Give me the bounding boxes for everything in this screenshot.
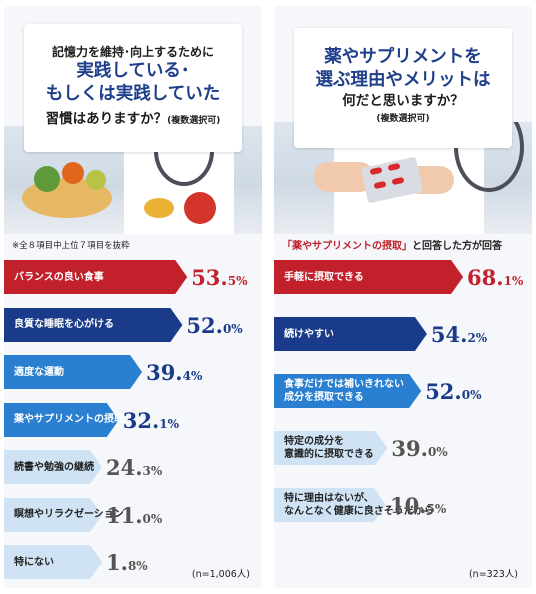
- bar-value-number: 10.: [390, 493, 427, 518]
- bar-row: 特定の成分を意識的に摂取できる 39. 0%: [274, 431, 532, 465]
- right-question-line-3: 何だと思いますか？: [342, 93, 464, 109]
- bar-row: 特に理由はないが、なんとなく健康に良さそうだから 10. 5%: [274, 488, 532, 522]
- bar-label-line: 意識的に摂取できる: [284, 449, 374, 460]
- bar-value-number: 32.: [122, 407, 160, 433]
- bar-value-number: 68.: [467, 265, 504, 290]
- bar: [274, 488, 386, 522]
- bar-value-decimal: 4%: [182, 369, 203, 383]
- bar-value-number: 24.: [106, 455, 143, 480]
- bar: [274, 431, 388, 465]
- left-survey-panel: 記憶力を維持･向上するために 実践している･ もしくは実践していた 習慣はありま…: [4, 6, 262, 588]
- bar: [4, 497, 102, 532]
- bar-value-decimal: 0%: [427, 445, 448, 459]
- bar-label-line: 成分を摂取できる: [284, 392, 364, 403]
- bar: [4, 545, 102, 579]
- bar-value-decimal: 1%: [159, 416, 180, 431]
- bar-value-number: 52.: [186, 312, 223, 338]
- bar-label: 良質な睡眠を心がける: [14, 319, 114, 330]
- right-sample-size: (n=323人): [468, 569, 518, 580]
- bar-row: 特にない 1. 8%: [4, 545, 262, 579]
- bar: [274, 317, 427, 351]
- bar-label: 適度な運動: [14, 366, 64, 378]
- bar: [274, 374, 422, 408]
- bar-row: 読書や勉強の継続 24. 3%: [4, 450, 262, 484]
- bar-label: 特にない: [14, 556, 54, 568]
- bar: [4, 450, 102, 484]
- bar-label-line: なんとなく健康に良さそうだから: [284, 506, 434, 517]
- bar-value: 52. 0%: [186, 308, 242, 342]
- bar-value: 39. 0%: [391, 431, 447, 465]
- bar-value-number: 53.: [191, 265, 228, 290]
- bar-label: 特に理由はないが、なんとなく健康に良さそうだから: [284, 488, 434, 522]
- bar-value-number: 11.: [106, 502, 143, 528]
- bar-label: 手軽に摂取できる: [284, 260, 364, 294]
- bar-value-decimal: 0%: [461, 388, 482, 402]
- bar-row: 食事だけでは補いきれない 成分を摂取できる 52. 0%: [274, 374, 532, 408]
- left-sample-size: (n=1,006人): [191, 569, 250, 580]
- bar-value-decimal: 2%: [467, 331, 488, 345]
- bar-label-line: 特に理由はないが、: [284, 493, 374, 504]
- bar-value-decimal: 5%: [227, 274, 248, 288]
- right-question-card: 薬やサプリメントを 選ぶ理由やメリットは 何だと思いますか？ (複数選択可): [294, 28, 512, 148]
- left-question-line-4: 習慣はありますか？: [45, 111, 168, 127]
- bar-row: 手軽に摂取できる 68. 1%: [274, 260, 532, 294]
- bar-value: 39. 4%: [146, 355, 202, 389]
- bar-value-decimal: 3%: [142, 464, 163, 478]
- right-note-rest: と回答した方が回答: [412, 241, 502, 252]
- bar-label-line: 手軽に摂取できる: [284, 271, 364, 283]
- bar-value: 32. 1%: [123, 403, 179, 437]
- bar-value: 53. 5%: [191, 260, 247, 294]
- bar-value-number: 52.: [425, 379, 462, 404]
- right-question-line-2: 選ぶ理由やメリットは: [315, 70, 491, 90]
- bar-value-decimal: 1%: [503, 274, 524, 288]
- bar-value: 54. 2%: [431, 317, 487, 351]
- bar-value: 24. 3%: [106, 450, 162, 484]
- bar: [274, 260, 464, 294]
- bar-value-number: 39.: [146, 360, 183, 385]
- bar-value: 68. 1%: [467, 260, 523, 294]
- bar: [4, 260, 188, 294]
- left-question-line-2: 実践している･: [76, 61, 190, 81]
- left-question-line-1: 記憶力を維持･向上するために: [51, 45, 214, 59]
- bar-label-line: 続けやすい: [284, 328, 334, 340]
- right-respondent-note: 「薬やサプリメントの摂取」と回答した方が回答: [282, 237, 502, 252]
- right-note-highlight: 「薬やサプリメントの摂取」: [282, 241, 412, 252]
- bar-label: 読書や勉強の継続: [14, 461, 94, 473]
- bar-label: バランスの良い食事: [14, 271, 104, 283]
- right-question-note: (複数選択可): [376, 114, 430, 124]
- bar-row: 瞑想やリラクゼーション 11. 0%: [4, 497, 262, 532]
- bar-label: 食事だけでは補いきれない 成分を摂取できる: [284, 374, 404, 408]
- bar-value-number: 1.: [106, 550, 128, 575]
- bar-label: 特定の成分を意識的に摂取できる: [284, 431, 374, 465]
- bar-row: 適度な運動 39. 4%: [4, 355, 262, 389]
- bar-row: 続けやすい 54. 2%: [274, 317, 532, 351]
- bar-value-decimal: 5%: [426, 502, 447, 516]
- bar-value: 52. 0%: [425, 374, 481, 408]
- bar-label-line: 食事だけでは補いきれない: [284, 379, 404, 390]
- bar-row: バランスの良い食事 53. 5%: [4, 260, 262, 294]
- bar-value: 10. 5%: [390, 488, 446, 522]
- bar-value-decimal: 0%: [142, 511, 163, 526]
- left-question-card: 記憶力を維持･向上するために 実践している･ もしくは実践していた 習慣はありま…: [24, 24, 242, 152]
- bar-label: 薬やサプリメントの摂取: [14, 414, 124, 425]
- bar-label-line: 特定の成分を: [284, 436, 344, 447]
- left-selection-note: ※全８項目中上位７項目を抜粋: [12, 241, 130, 251]
- right-question-line-1: 薬やサプリメントを: [324, 47, 482, 67]
- bar-value: 11. 0%: [106, 498, 162, 532]
- bar-value-number: 54.: [430, 322, 468, 347]
- right-survey-panel: 薬やサプリメントを 選ぶ理由やメリットは 何だと思いますか？ (複数選択可) 「…: [274, 6, 532, 588]
- bar: [4, 355, 143, 389]
- bar-value-number: 39.: [391, 436, 428, 461]
- left-question-line-3: もしくは実践していた: [45, 84, 221, 104]
- bar-value: 1. 8%: [106, 545, 148, 579]
- bar-value-decimal: 0%: [222, 321, 243, 336]
- bar-label: 瞑想やリラクゼーション: [14, 509, 124, 520]
- bar: [4, 402, 119, 437]
- bar: [4, 307, 183, 342]
- bar-row: 薬やサプリメントの摂取 32. 1%: [4, 402, 262, 437]
- bar-row: 良質な睡眠を心がける 52. 0%: [4, 307, 262, 342]
- bar-value-decimal: 8%: [127, 559, 148, 573]
- bar-label: 続けやすい: [284, 317, 334, 351]
- left-question-note: (複数選択可): [167, 116, 221, 126]
